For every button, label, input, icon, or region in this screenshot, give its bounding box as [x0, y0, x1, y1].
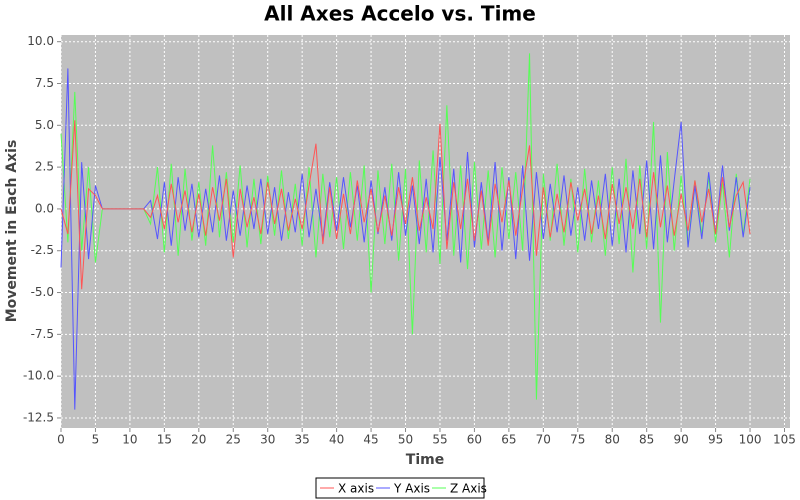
- y-tick-label: -10.0: [23, 369, 54, 383]
- x-tick-label: 35: [295, 433, 310, 447]
- x-tick-label: 95: [708, 433, 723, 447]
- y-tick-label: -2.5: [31, 243, 54, 257]
- x-tick-label: 20: [191, 433, 206, 447]
- series-line: [60, 120, 751, 290]
- legend-box: [315, 477, 485, 499]
- x-tick-label: 45: [363, 433, 378, 447]
- x-tick-label: 60: [467, 433, 482, 447]
- legend-label: Y Axis: [393, 482, 430, 496]
- x-tick-label: 100: [739, 433, 762, 447]
- legend-label: Z Axis: [450, 482, 487, 496]
- y-tick-label: 10.0: [27, 34, 54, 48]
- y-tick-label: -7.5: [31, 327, 54, 341]
- y-tick-label: 0.0: [35, 201, 54, 215]
- x-tick-label: 80: [605, 433, 620, 447]
- x-tick-label: 55: [432, 433, 447, 447]
- series-line: [60, 68, 751, 410]
- x-axis-label: Time: [406, 452, 444, 468]
- x-tick-label: 75: [570, 433, 585, 447]
- x-tick-label: 10: [122, 433, 137, 447]
- x-tick-label: 105: [773, 433, 796, 447]
- x-tick-label: 5: [92, 433, 100, 447]
- x-tick-label: 85: [639, 433, 654, 447]
- legend-label: X axis: [338, 482, 374, 496]
- x-tick-label: 65: [501, 433, 516, 447]
- x-tick-label: 50: [398, 433, 413, 447]
- x-tick-label: 0: [57, 433, 65, 447]
- x-tick-label: 90: [673, 433, 688, 447]
- chart-title: All Axes Accelo vs. Time: [264, 2, 536, 26]
- x-tick-label: 25: [226, 433, 241, 447]
- y-axis-label: Movement in Each Axis: [4, 140, 20, 323]
- series-line: [60, 53, 751, 400]
- x-tick-label: 40: [329, 433, 344, 447]
- x-tick-label: 30: [260, 433, 275, 447]
- y-tick-label: -5.0: [31, 285, 54, 299]
- x-tick-label: 70: [536, 433, 551, 447]
- y-tick-label: -12.5: [23, 410, 54, 424]
- y-tick-label: 2.5: [35, 160, 54, 174]
- y-tick-label: 7.5: [35, 76, 54, 90]
- y-tick-label: 5.0: [35, 118, 54, 132]
- x-tick-label: 15: [157, 433, 172, 447]
